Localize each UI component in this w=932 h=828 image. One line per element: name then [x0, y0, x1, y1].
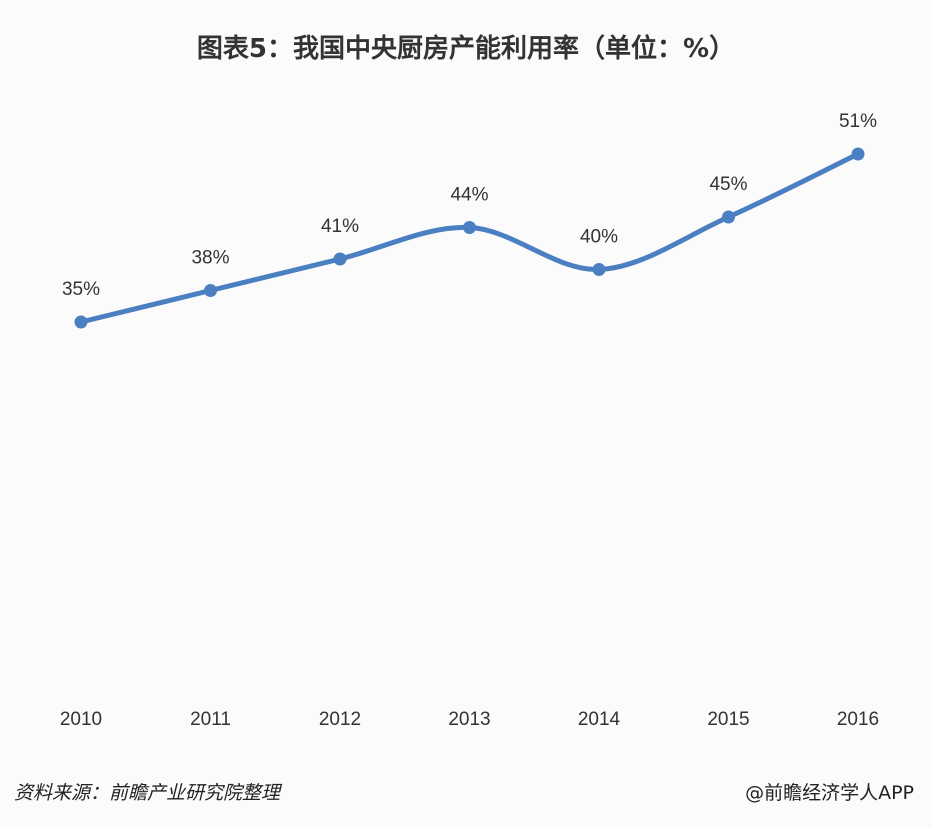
- data-points: [74, 147, 865, 329]
- x-axis-tick-label: 2015: [707, 709, 749, 730]
- brand-watermark: @前瞻经济学人APP: [745, 782, 914, 804]
- x-axis-tick-label: 2011: [190, 709, 231, 730]
- data-point: [204, 284, 217, 297]
- data-label: 41%: [321, 216, 359, 237]
- data-labels: 35% 38% 41% 44% 40% 45% 51%: [62, 111, 877, 300]
- data-label: 51%: [839, 111, 877, 132]
- x-axis-tick-label: 2010: [60, 709, 102, 730]
- data-label: 40%: [580, 227, 618, 248]
- x-axis-tick-label: 2014: [578, 709, 621, 730]
- data-point: [722, 210, 735, 224]
- data-label: 44%: [450, 185, 488, 206]
- x-axis-tick-label: 2012: [319, 709, 361, 730]
- chart-title: 图表5：我国中央厨房产能利用率（单位：%）: [196, 34, 736, 64]
- data-label: 45%: [709, 174, 747, 195]
- x-axis-tick-label: 2016: [837, 709, 879, 730]
- x-axis-tick-label: 2013: [448, 709, 490, 730]
- source-note: 资料来源：前瞻产业研究院整理: [14, 782, 281, 804]
- data-point: [592, 263, 606, 276]
- data-label: 38%: [191, 248, 229, 269]
- data-point: [851, 147, 865, 161]
- data-point: [333, 252, 347, 266]
- data-label: 35%: [62, 279, 100, 300]
- data-point: [463, 221, 476, 234]
- data-point: [74, 315, 88, 329]
- x-axis-labels: 2010 2011 2012 2013 2014 2015 2016: [60, 709, 879, 730]
